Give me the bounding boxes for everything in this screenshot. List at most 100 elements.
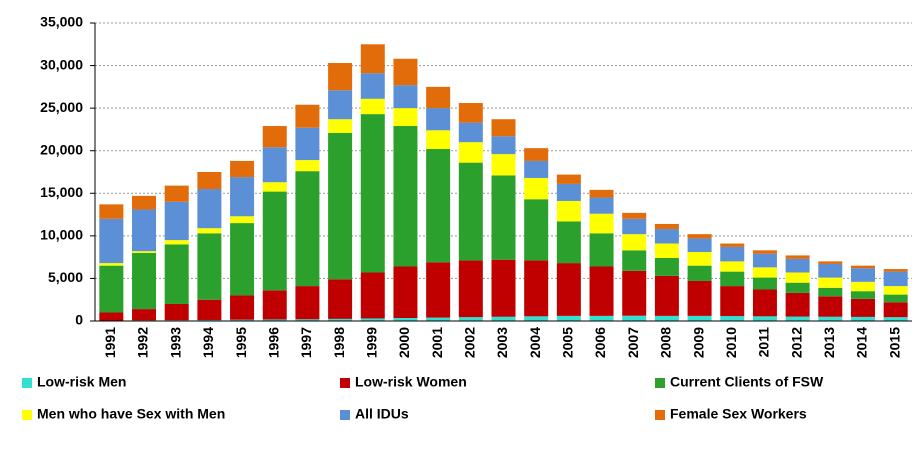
bar-segment (524, 160, 549, 178)
bar-segment (818, 296, 843, 317)
bar-segment (654, 229, 679, 244)
bar-segment (720, 286, 745, 317)
bar-segment (132, 251, 157, 253)
bar-segment (589, 213, 614, 234)
legend-label: Men who have Sex with Men (37, 406, 225, 422)
bar-segment (524, 177, 549, 200)
bar-segment (818, 277, 843, 288)
bar-segment (883, 269, 908, 272)
bar-segment (262, 290, 287, 320)
bar-segment (785, 316, 810, 321)
bar-segment (328, 132, 353, 280)
bar-segment (99, 312, 124, 321)
bar-segment (360, 44, 385, 74)
bar-segment (393, 58, 418, 86)
bar-segment (556, 174, 581, 184)
bar-segment (850, 268, 875, 282)
bar-segment (295, 286, 320, 320)
bar-segment (230, 319, 255, 321)
bar-segment (850, 298, 875, 317)
x-tick-label: 1992 (135, 327, 151, 358)
bar-segment (426, 262, 451, 318)
legend-swatch (340, 410, 350, 420)
legend-label: Female Sex Workers (670, 406, 807, 422)
bar-segment (99, 265, 124, 313)
bar-segment (230, 223, 255, 296)
bar-segment (458, 142, 483, 163)
bar-segment (393, 85, 418, 109)
bar-segment (752, 289, 777, 317)
bar-segment (426, 108, 451, 131)
bar-segment (295, 319, 320, 321)
bar-segment (556, 263, 581, 316)
bar-segment (524, 316, 549, 321)
y-tick-label: 15,000 (40, 184, 83, 200)
y-tick-label: 30,000 (40, 56, 83, 72)
bar-segment (295, 104, 320, 128)
y-tick-label: 10,000 (40, 227, 83, 243)
bar-segment (164, 303, 189, 321)
bar-segment (328, 90, 353, 120)
bar-segment (524, 148, 549, 161)
bar-segment (328, 318, 353, 321)
bar-segment (622, 315, 647, 321)
bar-segment (720, 261, 745, 272)
bar-segment (818, 316, 843, 321)
y-tick-label: 35,000 (40, 14, 83, 30)
bar-segment (752, 253, 777, 268)
bar-segment (589, 197, 614, 214)
bar-segment (883, 286, 908, 295)
bar-segment (491, 316, 516, 321)
x-tick-label: 2000 (396, 327, 412, 358)
bar-segment (720, 271, 745, 287)
bar-segment (295, 171, 320, 287)
bar-segment (654, 243, 679, 258)
bar-segment (164, 244, 189, 304)
bar-segment (295, 160, 320, 172)
x-tick-label: 2002 (462, 327, 478, 358)
bar-segment (197, 299, 222, 320)
bar-segment (491, 136, 516, 155)
x-tick-label: 2015 (886, 327, 902, 358)
x-tick-label: 1994 (200, 327, 216, 358)
bar-segment (360, 114, 385, 273)
y-tick-label: 25,000 (40, 99, 83, 115)
x-tick-label: 2003 (494, 327, 510, 358)
bar-segment (752, 267, 777, 278)
bar-segment (393, 126, 418, 267)
x-tick-label: 1993 (167, 327, 183, 358)
bar-segment (687, 238, 712, 253)
bar-segment (262, 319, 287, 321)
bar-segment (491, 259, 516, 317)
bar-segment (883, 294, 908, 303)
bar-segment (164, 185, 189, 202)
bar-segment (230, 160, 255, 178)
bar-segment (132, 309, 157, 321)
bar-segment (426, 317, 451, 321)
x-tick-label: 2010 (723, 327, 739, 358)
x-tick-label: 2005 (560, 327, 576, 358)
bar-segment (654, 275, 679, 316)
bar-segment (230, 177, 255, 217)
bar-segment (262, 191, 287, 291)
bar-segment (262, 147, 287, 183)
legend-swatch (655, 378, 665, 388)
x-tick-label: 1997 (298, 327, 314, 358)
y-tick-label: 5,000 (48, 269, 83, 285)
bar-segment (654, 223, 679, 230)
x-tick-label: 2011 (756, 327, 772, 358)
bar-segment (197, 189, 222, 229)
bar-segment (687, 280, 712, 316)
bar-segment (687, 252, 712, 266)
bar-segment (132, 252, 157, 310)
bar-segment (197, 228, 222, 234)
x-tick-label: 2006 (592, 327, 608, 358)
bar-segment (752, 316, 777, 321)
legend-swatch (22, 378, 32, 388)
bar-segment (720, 246, 745, 262)
bar-segment (589, 266, 614, 316)
bar-segment (720, 316, 745, 321)
bar-segment (687, 315, 712, 321)
bar-segment (785, 272, 810, 283)
bar-segment (687, 265, 712, 281)
